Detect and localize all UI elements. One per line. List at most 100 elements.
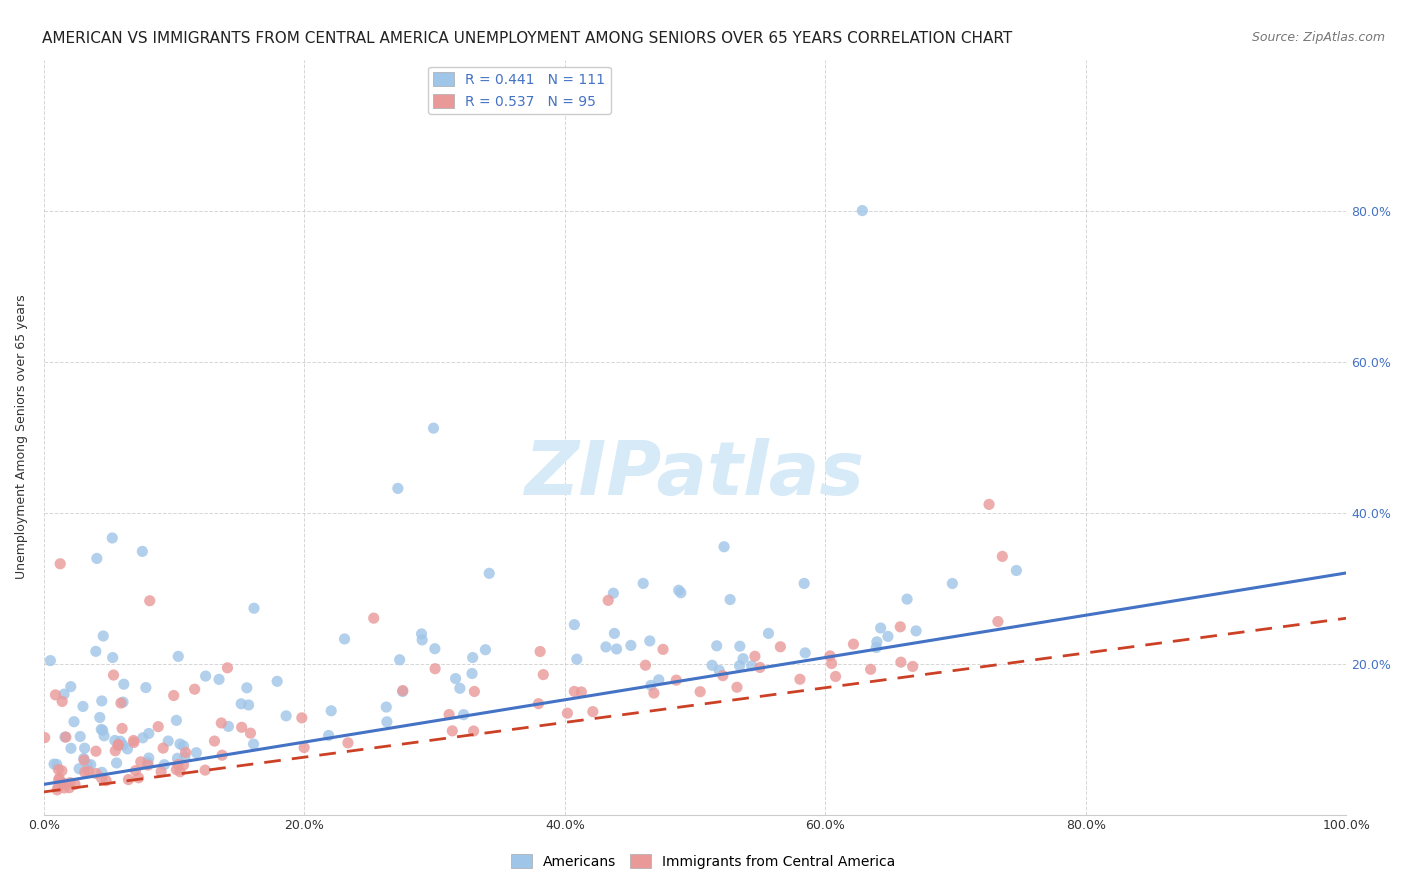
Point	[84, 744, 107, 758]
Point	[34, 731, 56, 745]
Point	[49, 557, 72, 571]
Point	[478, 566, 501, 581]
Point	[101, 531, 124, 545]
Point	[333, 632, 356, 646]
Point	[90, 765, 112, 780]
Point	[112, 677, 135, 691]
Point	[53, 730, 76, 744]
Point	[186, 746, 208, 760]
Point	[69, 730, 91, 744]
Point	[991, 549, 1014, 564]
Point	[728, 639, 751, 653]
Point	[138, 751, 160, 765]
Point	[582, 705, 605, 719]
Point	[80, 757, 103, 772]
Point	[51, 764, 73, 778]
Y-axis label: Unemployment Among Seniors over 65 years: Unemployment Among Seniors over 65 years	[15, 294, 28, 580]
Point	[153, 757, 176, 772]
Point	[217, 661, 239, 675]
Text: Source: ZipAtlas.com: Source: ZipAtlas.com	[1251, 31, 1385, 45]
Point	[112, 695, 135, 709]
Point	[111, 738, 134, 752]
Point	[59, 741, 82, 756]
Point	[243, 601, 266, 615]
Point	[529, 644, 551, 658]
Point	[631, 576, 654, 591]
Point	[668, 583, 690, 598]
Point	[63, 777, 86, 791]
Point	[411, 627, 433, 641]
Point	[90, 771, 112, 785]
Point	[152, 741, 174, 756]
Point	[89, 710, 111, 724]
Point	[44, 688, 66, 702]
Point	[204, 734, 226, 748]
Point	[274, 709, 297, 723]
Point	[174, 746, 197, 760]
Point	[711, 668, 734, 682]
Point	[463, 724, 485, 739]
Point	[107, 738, 129, 752]
Point	[423, 641, 446, 656]
Point	[669, 586, 692, 600]
Point	[474, 642, 496, 657]
Point	[53, 780, 76, 795]
Point	[117, 772, 139, 787]
Point	[150, 764, 173, 779]
Point	[901, 659, 924, 673]
Point	[531, 667, 554, 681]
Point	[363, 611, 385, 625]
Point	[86, 551, 108, 566]
Text: ZIPatlas: ZIPatlas	[524, 438, 865, 511]
Point	[103, 668, 125, 682]
Point	[336, 736, 359, 750]
Point	[869, 621, 891, 635]
Point	[55, 730, 77, 744]
Point	[463, 684, 485, 698]
Point	[794, 646, 817, 660]
Point	[706, 639, 728, 653]
Point	[136, 756, 159, 770]
Point	[905, 624, 928, 638]
Point	[387, 482, 409, 496]
Point	[173, 758, 195, 772]
Point	[890, 655, 912, 669]
Point	[94, 773, 117, 788]
Point	[48, 780, 70, 794]
Point	[73, 753, 96, 767]
Point	[135, 681, 157, 695]
Point	[124, 764, 146, 778]
Point	[211, 748, 233, 763]
Point	[90, 723, 112, 737]
Point	[104, 733, 127, 747]
Point	[603, 626, 626, 640]
Point	[73, 741, 96, 756]
Point	[132, 731, 155, 745]
Point	[58, 780, 80, 795]
Point	[411, 632, 433, 647]
Point	[169, 764, 191, 779]
Point	[84, 766, 107, 780]
Point	[138, 594, 160, 608]
Point	[449, 681, 471, 696]
Point	[169, 737, 191, 751]
Point	[63, 714, 86, 729]
Point	[437, 707, 460, 722]
Point	[48, 763, 70, 777]
Point	[565, 652, 588, 666]
Point	[183, 682, 205, 697]
Point	[194, 669, 217, 683]
Legend: Americans, Immigrants from Central America: Americans, Immigrants from Central Ameri…	[505, 848, 901, 874]
Point	[859, 662, 882, 676]
Point	[634, 658, 657, 673]
Point	[422, 421, 444, 435]
Point	[167, 757, 190, 772]
Point	[101, 650, 124, 665]
Point	[789, 672, 811, 686]
Point	[824, 669, 846, 683]
Point	[266, 674, 288, 689]
Point	[769, 640, 792, 654]
Point	[375, 714, 398, 729]
Point	[461, 650, 484, 665]
Point	[741, 658, 763, 673]
